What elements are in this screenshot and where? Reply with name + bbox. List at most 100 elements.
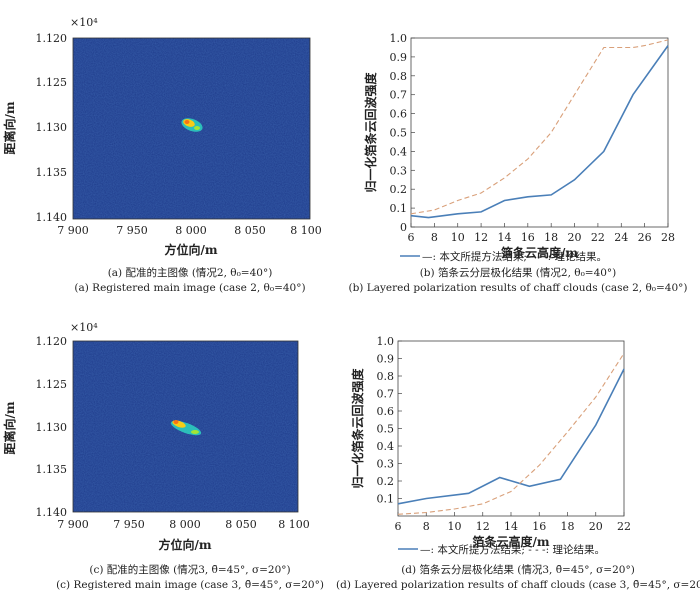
x-tick-label: 8 bbox=[423, 520, 430, 533]
y-tick-label: 0.6 bbox=[390, 108, 408, 121]
x-tick-label: 20 bbox=[568, 231, 582, 244]
y-tick-label: 0.8 bbox=[377, 370, 395, 383]
y-tick-label: 1.135 bbox=[36, 463, 68, 476]
x-axis-label: 箔条云高度/m bbox=[472, 534, 549, 549]
panel-c-xlabel: 方位向/m bbox=[158, 537, 211, 552]
panel-c-chaff-target bbox=[170, 420, 202, 436]
plot-frame bbox=[410, 37, 669, 228]
panel-a-xticks: 7 900 7 950 8 000 8 050 8 100 bbox=[57, 224, 322, 237]
y-axis-label: 归一化箔条云回波强度 bbox=[363, 72, 378, 193]
panel-c-exponent: ×10⁴ bbox=[70, 321, 98, 334]
x-tick-label: 20 bbox=[589, 520, 603, 533]
x-tick-label: 7 950 bbox=[113, 518, 145, 531]
x-tick-label: 8 000 bbox=[175, 224, 207, 237]
x-tick-label: 7 900 bbox=[57, 224, 89, 237]
y-tick-label: 0.9 bbox=[377, 353, 395, 366]
x-tick-label: 16 bbox=[521, 231, 535, 244]
x-tick-label: 28 bbox=[661, 231, 675, 244]
y-tick-label: 0.7 bbox=[377, 388, 395, 401]
x-tick-label: 10 bbox=[448, 520, 462, 533]
y-tick-label: 1.135 bbox=[36, 166, 68, 179]
y-tick-label: 1.130 bbox=[36, 121, 68, 134]
series-line-method bbox=[410, 45, 669, 219]
panel-a-frame bbox=[72, 37, 311, 220]
y-tick-label: 0.6 bbox=[377, 405, 395, 418]
y-tick-label: 1.0 bbox=[390, 32, 408, 45]
y-tick-label: 0.8 bbox=[390, 70, 408, 83]
x-tick-label: 16 bbox=[532, 520, 546, 533]
x-tick-label: 14 bbox=[497, 231, 511, 244]
panel-c-frame bbox=[72, 340, 299, 513]
x-tick-label: 7 900 bbox=[57, 518, 89, 531]
caption-a-cn: (a) 配准的主图像 (情况2, θ₀=40°) bbox=[107, 267, 273, 279]
y-tick-label: 1.130 bbox=[36, 421, 68, 434]
caption-d-cn: (d) 箔条云分层极化结果 (情况3, θ̄=45°, σ=20°) bbox=[401, 564, 635, 576]
series-line-method bbox=[397, 368, 625, 505]
panel-c-ylabel: 距离向/m bbox=[2, 401, 17, 454]
y-tick-label: 0.2 bbox=[377, 475, 395, 488]
panel-a-image-plot: ×10⁴ 1.120 1.125 1.130 1.135 1.140 7 900… bbox=[2, 16, 322, 257]
x-tick-label: 18 bbox=[544, 231, 558, 244]
x-tick-label: 8 100 bbox=[278, 518, 310, 531]
y-tick-label: 1.125 bbox=[36, 76, 68, 89]
x-tick-label: 14 bbox=[504, 520, 518, 533]
x-tick-label: 24 bbox=[614, 231, 628, 244]
y-tick-label: 0.4 bbox=[390, 145, 408, 158]
y-tick-label: 0.3 bbox=[377, 458, 395, 471]
series-line-theory bbox=[397, 353, 625, 515]
x-tick-label: 8 050 bbox=[234, 224, 266, 237]
y-tick-label: 1.125 bbox=[36, 378, 68, 391]
y-tick-label: 1.120 bbox=[36, 32, 68, 45]
y-tick-label: 0.2 bbox=[390, 183, 408, 196]
x-tick-label: 22 bbox=[591, 231, 605, 244]
y-tick-label: 1.0 bbox=[377, 335, 395, 348]
y-tick-label: 0.7 bbox=[390, 89, 408, 102]
panel-a-yticks: 1.120 1.125 1.130 1.135 1.140 bbox=[36, 32, 68, 224]
x-tick-label: 8 000 bbox=[169, 518, 201, 531]
y-tick-label: 0.1 bbox=[377, 493, 395, 506]
y-tick-label: 0.5 bbox=[377, 423, 395, 436]
caption-c-cn: (c) 配准的主图像 (情况3, θ̄=45°, σ=20°) bbox=[89, 564, 291, 576]
x-tick-label: 26 bbox=[638, 231, 652, 244]
y-tick-label: 0.4 bbox=[377, 440, 395, 453]
y-axis-label: 归一化箔条云回波强度 bbox=[350, 368, 365, 489]
y-tick-label: 0 bbox=[400, 221, 407, 234]
caption-a-en: (a) Registered main image (case 2, θ₀=40… bbox=[74, 282, 306, 294]
x-tick-label: 8 bbox=[431, 231, 438, 244]
x-tick-label: 8 100 bbox=[290, 224, 322, 237]
panel-a-chaff-target bbox=[181, 118, 203, 132]
panel-c-image-plot: ×10⁴ 1.120 1.125 1.130 1.135 1.140 7 900… bbox=[2, 321, 310, 552]
y-tick-label: 0.5 bbox=[390, 127, 408, 140]
y-tick-label: 1.140 bbox=[36, 506, 68, 519]
x-tick-label: 22 bbox=[617, 520, 631, 533]
panel-a-xlabel: 方位向/m bbox=[164, 242, 217, 257]
y-tick-label: 0.9 bbox=[390, 51, 408, 64]
x-tick-label: 10 bbox=[451, 231, 465, 244]
y-tick-label: 0.3 bbox=[390, 164, 408, 177]
caption-b-cn: (b) 箔条云分层极化结果 (情况2, θ₀=40°) bbox=[419, 267, 617, 279]
x-tick-label: 6 bbox=[395, 520, 402, 533]
x-tick-label: 7 950 bbox=[116, 224, 148, 237]
panel-c-yticks: 1.120 1.125 1.130 1.135 1.140 bbox=[36, 335, 68, 519]
caption-c-en: (c) Registered main image (case 3, θ̄=45… bbox=[56, 579, 324, 591]
legend-text: —: 本文所提方法结果; - - -: 理论结果。 bbox=[420, 543, 605, 556]
plot-frame bbox=[397, 340, 625, 517]
panel-a-exponent: ×10⁴ bbox=[70, 16, 98, 29]
y-tick-label: 1.120 bbox=[36, 335, 68, 348]
series-line-theory bbox=[410, 39, 669, 215]
caption-d-en: (d) Layered polarization results of chaf… bbox=[336, 579, 700, 591]
x-tick-label: 12 bbox=[476, 520, 490, 533]
x-axis-label: 箔条云高度/m bbox=[501, 245, 578, 260]
x-tick-label: 18 bbox=[561, 520, 575, 533]
x-tick-label: 12 bbox=[474, 231, 488, 244]
x-tick-label: 8 050 bbox=[225, 518, 257, 531]
panel-c-xticks: 7 900 7 950 8 000 8 050 8 100 bbox=[57, 518, 310, 531]
y-tick-label: 0.1 bbox=[390, 202, 408, 215]
caption-b-en: (b) Layered polarization results of chaf… bbox=[348, 282, 688, 294]
panel-b-line-chart: 6 8 10 12 14 16 18 20 22 24 26 28 0 0.1 0.2 0.3 0.4 0.5 0.… bbox=[363, 32, 675, 263]
y-tick-label: 1.140 bbox=[36, 211, 68, 224]
x-tick-label: 6 bbox=[408, 231, 415, 244]
legend-text: —: 本文所提方法结果; - - -: 理论结果。 bbox=[422, 250, 607, 263]
panel-a-ylabel: 距离向/m bbox=[2, 101, 17, 154]
